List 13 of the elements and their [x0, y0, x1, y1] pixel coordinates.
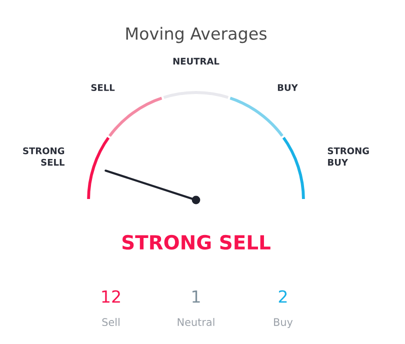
chart-title: Moving Averages	[126, 26, 266, 44]
text: 12	[102, 290, 120, 303]
text: Sell	[102, 318, 120, 326]
text: 2	[278, 290, 287, 303]
slice-label: NEUTRAL	[173, 58, 220, 65]
text: STRONG SELL	[122, 234, 270, 250]
text: Buy	[274, 318, 293, 328]
slice-label: STRONG SELL	[23, 147, 65, 166]
text: Neutral	[178, 318, 214, 326]
slice-label: SELL	[91, 84, 115, 91]
slice-label: STRONG BUY	[328, 147, 369, 166]
text: 1	[192, 290, 200, 303]
slice-label: BUY	[278, 84, 298, 91]
